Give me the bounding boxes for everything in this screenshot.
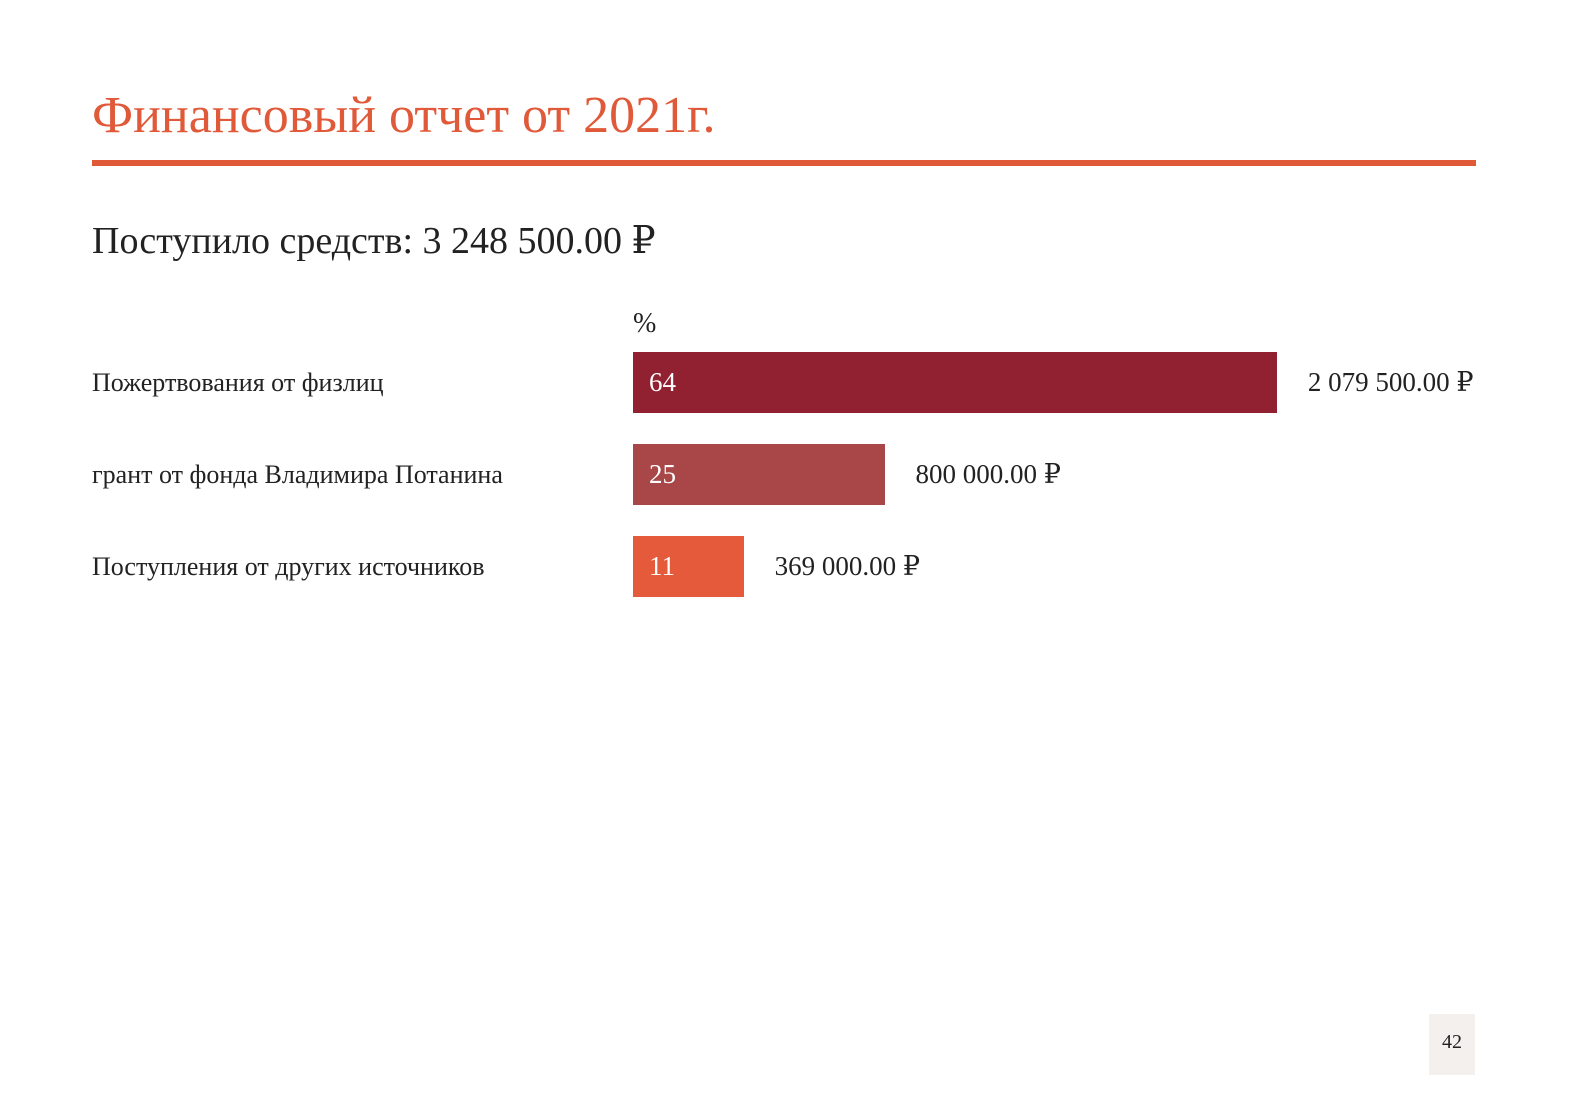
bar: 11 — [633, 536, 744, 597]
category-label: Пожертвования от физлиц — [92, 368, 384, 397]
page-number: 42 — [1429, 1014, 1475, 1075]
bar: 64 — [633, 352, 1277, 413]
unit-label: % — [633, 308, 657, 339]
bar-value-label: 25 — [649, 459, 676, 489]
amount-label: 2 079 500.00 ₽ — [1307, 367, 1474, 397]
category-label: грант от фонда Владимира Потанина — [92, 460, 503, 489]
bar: 25 — [633, 444, 885, 505]
total-received: Поступило средств: 3 248 500.00 ₽ — [92, 220, 656, 262]
title-underline — [92, 160, 1476, 166]
bar-value-label: 11 — [649, 551, 675, 581]
amount-label: 369 000.00 ₽ — [774, 551, 921, 581]
amount-label: 800 000.00 ₽ — [915, 459, 1061, 489]
category-label: Поступления от других источников — [92, 552, 485, 581]
bar-value-label: 64 — [649, 367, 676, 397]
page-title: Финансовый отчет от 2021г. — [92, 87, 716, 144]
